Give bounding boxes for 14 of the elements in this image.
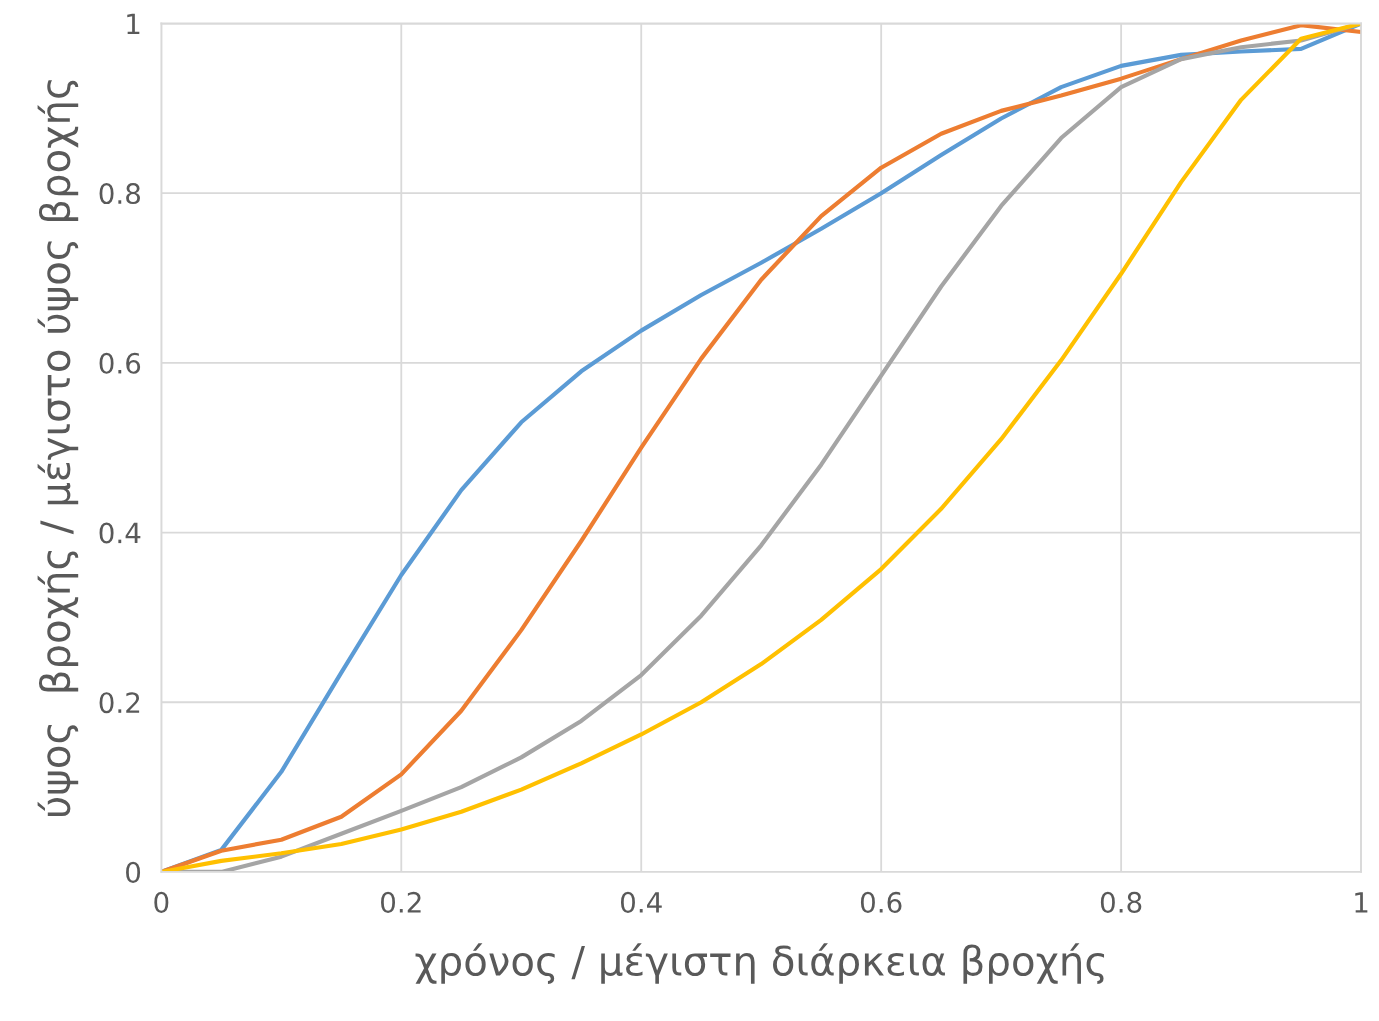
x-tick-label: 0	[154, 891, 169, 913]
y-tick-label: 0.6	[99, 352, 141, 374]
x-axis-title: χρόνος / μέγιστη διάρκεια βροχής	[415, 943, 1105, 984]
x-tick-label: 0.2	[381, 891, 421, 913]
y-tick-label: 1	[127, 13, 140, 35]
x-tick-label: 1	[1355, 892, 1368, 913]
x-tick-label: 0.4	[620, 891, 662, 913]
y-tick-label: 0.2	[99, 692, 140, 714]
x-tick-label: 0.8	[1100, 891, 1142, 913]
y-tick-label: 0.8	[99, 183, 140, 205]
y-tick-label: 0	[126, 861, 141, 883]
y-axis-title: ύψος βροχής / μέγιστο ύψος βροχής	[37, 80, 79, 817]
y-tick-label: 0.4	[99, 522, 141, 544]
x-tick-label: 0.6	[860, 891, 902, 913]
